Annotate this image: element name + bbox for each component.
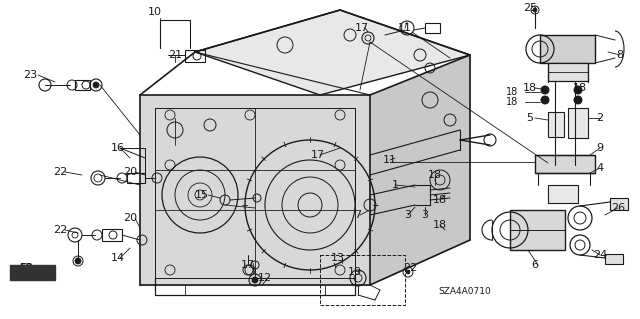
Text: 22: 22	[403, 263, 417, 273]
Circle shape	[533, 8, 537, 12]
Bar	[548, 185, 578, 203]
Text: 22: 22	[53, 225, 67, 235]
Text: 10: 10	[148, 7, 162, 17]
Text: 13: 13	[331, 253, 345, 263]
Bar	[102, 229, 122, 241]
Text: 21: 21	[168, 50, 182, 60]
Text: SZA4A0710: SZA4A0710	[438, 287, 492, 296]
Circle shape	[574, 86, 582, 94]
Circle shape	[252, 277, 258, 283]
Text: 17: 17	[355, 23, 369, 33]
Bar	[185, 50, 205, 62]
Bar	[605, 254, 623, 264]
Bar	[127, 173, 145, 183]
Text: 17: 17	[311, 150, 325, 160]
Text: 7: 7	[355, 210, 362, 220]
Polygon shape	[10, 265, 55, 280]
Text: 18: 18	[506, 87, 518, 97]
Text: 3: 3	[422, 210, 429, 220]
Bar	[548, 63, 588, 81]
Text: 15: 15	[195, 190, 209, 200]
Circle shape	[541, 96, 549, 104]
Circle shape	[406, 270, 410, 274]
Text: 9: 9	[596, 143, 604, 153]
Text: 26: 26	[611, 203, 625, 213]
Bar	[75, 80, 90, 90]
Text: 18: 18	[506, 97, 518, 107]
Text: 18: 18	[428, 170, 442, 180]
Text: 23: 23	[23, 70, 37, 80]
Bar	[425, 23, 440, 33]
Text: FR.: FR.	[23, 267, 41, 277]
Bar	[610, 198, 628, 210]
Text: 5: 5	[527, 113, 534, 123]
Circle shape	[75, 258, 81, 264]
Text: 20: 20	[123, 213, 137, 223]
Bar	[568, 108, 588, 138]
Circle shape	[574, 96, 582, 104]
Text: 3: 3	[404, 210, 412, 220]
Text: 4: 4	[596, 163, 604, 173]
Text: FR.: FR.	[19, 263, 37, 273]
Text: 17: 17	[241, 260, 255, 270]
Bar	[535, 155, 595, 173]
Text: 18: 18	[523, 83, 537, 93]
Text: 16: 16	[111, 143, 125, 153]
Text: 22: 22	[53, 167, 67, 177]
Text: 11: 11	[383, 155, 397, 165]
Bar	[510, 210, 565, 250]
Text: 18: 18	[433, 195, 447, 205]
Text: 2: 2	[596, 113, 604, 123]
Polygon shape	[195, 10, 470, 95]
Bar	[540, 35, 595, 63]
Text: 20: 20	[123, 167, 137, 177]
Circle shape	[93, 82, 99, 88]
Text: 18: 18	[573, 83, 587, 93]
Text: 19: 19	[348, 267, 362, 277]
Text: 8: 8	[616, 50, 623, 60]
Bar	[548, 112, 564, 137]
Text: 25: 25	[523, 3, 537, 13]
Text: 18: 18	[433, 220, 447, 230]
Text: 6: 6	[531, 260, 538, 270]
Text: 24: 24	[593, 250, 607, 260]
Text: 12: 12	[258, 273, 272, 283]
Text: 1: 1	[392, 180, 399, 190]
Bar	[320, 255, 405, 305]
Circle shape	[541, 86, 549, 94]
Polygon shape	[370, 55, 470, 285]
Text: 14: 14	[111, 253, 125, 263]
Text: 11: 11	[398, 23, 412, 33]
Polygon shape	[140, 95, 370, 285]
